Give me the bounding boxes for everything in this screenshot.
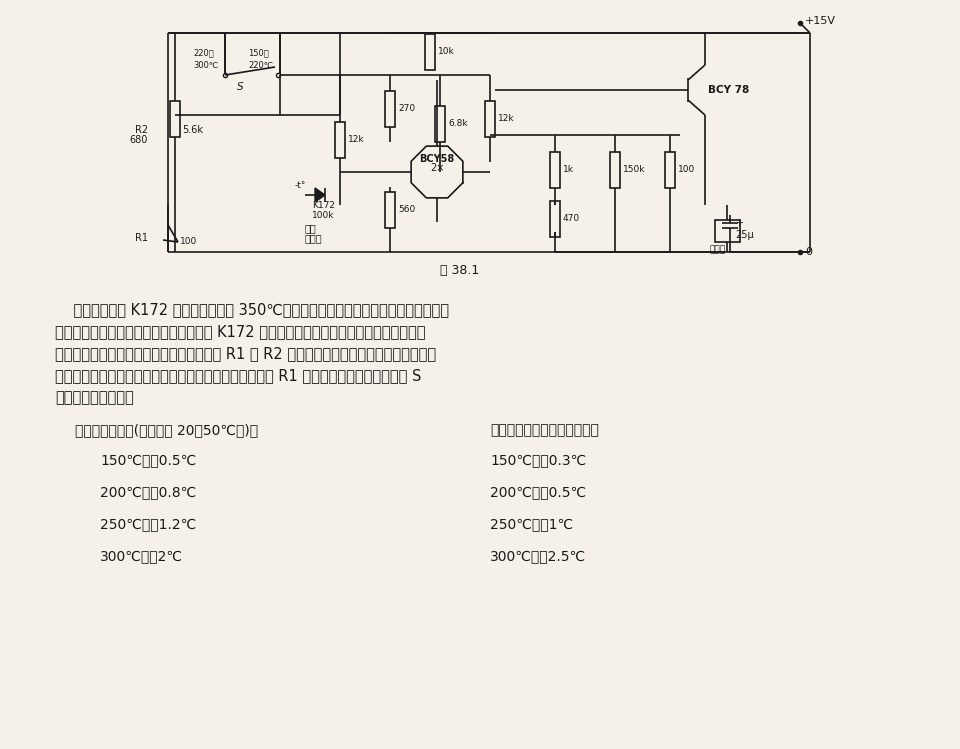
Text: 件上电压之比越大，温度调节精度越差。电路中用电位器 R1 整定温度调节值。利用开关 S: 件上电压之比越大，温度调节精度越差。电路中用电位器 R1 整定温度调节值。利用开…: [55, 369, 421, 383]
Text: 1k: 1k: [563, 166, 574, 175]
Text: +15V: +15V: [805, 16, 836, 26]
Bar: [385, 91, 395, 127]
Bar: [170, 101, 180, 137]
Bar: [665, 152, 675, 188]
Text: 电路的温度误差(环境温度 20～50℃时)：: 电路的温度误差(环境温度 20～50℃时)：: [75, 423, 258, 437]
Text: 300℃: 300℃: [193, 61, 218, 70]
Text: -t°: -t°: [295, 181, 306, 189]
Text: 6.8k: 6.8k: [448, 119, 468, 128]
Text: 560: 560: [398, 205, 416, 214]
Text: 调节器接通和关断的温度差：: 调节器接通和关断的温度差：: [490, 423, 599, 437]
Text: 12k: 12k: [498, 114, 515, 123]
Text: BCY58: BCY58: [420, 154, 455, 164]
Text: 250℃时：1℃: 250℃时：1℃: [490, 517, 573, 531]
Text: 270: 270: [398, 104, 415, 113]
Text: 大器。为了避免热敏元件过热，将其接在由 R1 和 R2 组成的分压器电路上。总电压与热敏元: 大器。为了避免热敏元件过热，将其接在由 R1 和 R2 组成的分压器电路上。总电…: [55, 347, 436, 362]
Text: 0: 0: [805, 247, 812, 257]
Text: 470: 470: [563, 214, 580, 223]
Text: 5.6k: 5.6k: [182, 125, 203, 135]
Bar: [610, 152, 620, 188]
Text: K172: K172: [312, 201, 335, 210]
Text: 220℃: 220℃: [248, 61, 274, 70]
Bar: [715, 220, 740, 242]
Text: 溫度: 溫度: [305, 223, 317, 233]
Text: 250℃时：1.2℃: 250℃时：1.2℃: [100, 517, 196, 531]
Text: 150℃时：0.3℃: 150℃时：0.3℃: [490, 453, 587, 467]
Bar: [385, 192, 395, 228]
Text: 繼電器: 繼電器: [710, 246, 726, 255]
Text: 图 38.1: 图 38.1: [441, 264, 480, 276]
Text: 200℃时：0.8℃: 200℃时：0.8℃: [100, 485, 196, 499]
Text: 300℃时：2.5℃: 300℃时：2.5℃: [490, 549, 587, 563]
Text: 傳感器: 傳感器: [305, 233, 323, 243]
Text: R1: R1: [135, 233, 148, 243]
Text: 转换温度调节范围。: 转换温度调节范围。: [55, 390, 133, 405]
Text: 并且可以装在玻璃容器内。图中热敏电阵 K172 接在桥式电路内，桥的对角线支路接差分放: 并且可以装在玻璃容器内。图中热敏电阵 K172 接在桥式电路内，桥的对角线支路接…: [55, 324, 425, 339]
Text: BCY 78: BCY 78: [708, 85, 749, 95]
Text: 10k: 10k: [438, 47, 455, 56]
Text: 150～: 150～: [248, 49, 269, 58]
Text: 25μ: 25μ: [735, 230, 754, 240]
Text: +: +: [735, 218, 743, 228]
Bar: [425, 34, 435, 70]
Text: 利用热敏电阵 K172 可以构成温度达 350℃的调节器。该热敏电阵具有很小的热惯性，: 利用热敏电阵 K172 可以构成温度达 350℃的调节器。该热敏电阵具有很小的热…: [55, 303, 449, 318]
Bar: [435, 106, 445, 142]
Polygon shape: [315, 188, 325, 202]
Text: 100: 100: [180, 237, 197, 246]
Text: 150k: 150k: [623, 166, 645, 175]
Text: 12k: 12k: [348, 136, 365, 145]
Text: 150℃时：0.5℃: 150℃时：0.5℃: [100, 453, 196, 467]
Text: 100: 100: [678, 166, 695, 175]
Text: S: S: [237, 82, 244, 92]
Bar: [550, 201, 560, 237]
Text: 220～: 220～: [193, 49, 214, 58]
Text: 200℃时：0.5℃: 200℃时：0.5℃: [490, 485, 587, 499]
Text: 2×: 2×: [430, 163, 444, 173]
Text: 680: 680: [130, 135, 148, 145]
Text: R2: R2: [134, 125, 148, 135]
Bar: [485, 100, 495, 136]
Bar: [550, 152, 560, 188]
Text: 300℃时：2℃: 300℃时：2℃: [100, 549, 183, 563]
Text: 100k: 100k: [312, 210, 334, 219]
Polygon shape: [411, 146, 463, 198]
Bar: [335, 122, 345, 158]
